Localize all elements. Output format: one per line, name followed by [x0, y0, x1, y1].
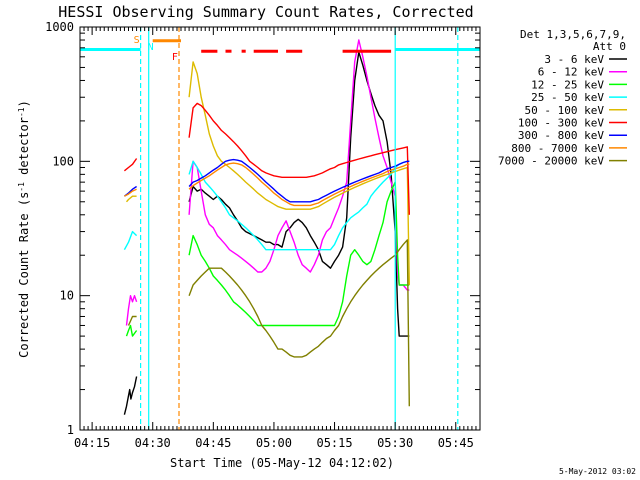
series-2: [125, 181, 410, 337]
y-tick-label-3: 1000: [45, 20, 74, 34]
x-axis-label: Start Time (05-May-12 04:12:02): [170, 456, 394, 470]
series-3-segment-2: [188, 160, 410, 251]
series-3: [80, 48, 480, 251]
y-axis-label-sup1: -1: [17, 182, 26, 192]
y-axis-ticks: 1 10 100 1000: [45, 20, 480, 437]
legend-label-4: 50 - 100 keV: [525, 104, 605, 117]
vertical-markers: [140, 27, 459, 430]
series-3-segment-1: [123, 230, 138, 251]
event-markers: SN F: [134, 35, 178, 63]
y-axis-label: Corrected Count Rate (s-1 detector-1): [17, 100, 32, 358]
legend-label-0: 3 - 6 keV: [544, 53, 604, 66]
legend-label-1: 6 - 12 keV: [538, 66, 605, 79]
series-7: [124, 39, 410, 207]
legend-header-2: Att 0: [593, 40, 626, 53]
series-8-segment-1: [188, 239, 410, 407]
marker-0: S: [134, 35, 140, 46]
marker-1: N: [148, 42, 154, 53]
series-4-segment-0: [125, 195, 137, 203]
series-6-segment-1: [188, 158, 410, 203]
legend-header-1: Det 1,3,5,6,7,9,: [520, 28, 626, 41]
x-tick-label-0: 04:15: [74, 436, 110, 450]
series-7-segment-1: [188, 162, 410, 207]
y-axis-label-prefix: Corrected Count Rate (s: [17, 192, 31, 358]
series-0: [123, 51, 410, 415]
x-tick-label-2: 04:45: [195, 436, 231, 450]
legend-label-6: 300 - 800 keV: [518, 129, 604, 142]
legend-label-5: 100 - 300 keV: [518, 117, 604, 130]
x-tick-label-5: 05:30: [377, 436, 413, 450]
y-tick-label-0: 1: [67, 423, 74, 437]
series-1-segment-0: [125, 295, 138, 326]
x-tick-label-3: 05:00: [256, 436, 292, 450]
series-5-segment-1: [188, 102, 410, 215]
series-layer: [80, 39, 480, 415]
footer-timestamp: 5-May-2012 03:02: [559, 467, 636, 476]
plot-frame: [79, 26, 481, 431]
marker-2: F: [172, 52, 178, 63]
series-5-segment-0: [123, 158, 138, 172]
y-tick-label-1: 10: [60, 289, 74, 303]
y-axis-label-suffix: ): [17, 100, 31, 107]
y-axis-label-sup2: -1: [17, 107, 26, 117]
legend-label-3: 25 - 50 keV: [531, 91, 604, 104]
series-1: [125, 39, 410, 326]
series-8: [127, 239, 410, 407]
series-5: [123, 49, 410, 215]
legend-label-8: 7000 - 20000 keV: [498, 155, 604, 168]
chart-title: HESSI Observing Summary Count Rates, Cor…: [58, 3, 473, 21]
series-1-segment-1: [188, 39, 410, 291]
x-tick-label-6: 05:45: [438, 436, 474, 450]
y-tick-label-2: 100: [52, 154, 74, 168]
series-0-segment-0: [123, 376, 138, 415]
y-axis-label-mid: detector: [17, 117, 31, 182]
series-2-segment-0: [125, 324, 138, 337]
x-tick-label-4: 05:15: [316, 436, 352, 450]
series-0-segment-1: [188, 51, 410, 337]
series-8-segment-0: [127, 315, 137, 326]
legend-label-7: 800 - 7000 keV: [511, 142, 604, 155]
legend-label-2: 12 - 25 keV: [531, 78, 604, 91]
x-tick-label-1: 04:30: [135, 436, 171, 450]
x-axis-ticks: 04:15 04:30 04:45 05:00 05:15 05:30 05:45: [74, 27, 481, 450]
series-7-segment-0: [124, 188, 137, 197]
series-2-segment-1: [188, 181, 410, 327]
